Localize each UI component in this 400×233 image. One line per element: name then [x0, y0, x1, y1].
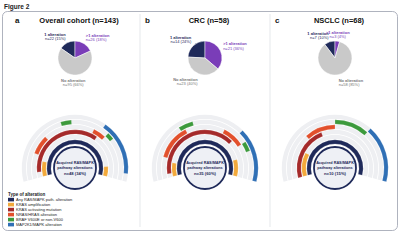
panel-title: NSCLC (n=68) [314, 16, 365, 25]
panel-letter: a [15, 16, 20, 25]
panel: bCRC (n=58)1 alterationn=14 (24%)>1 alte… [145, 16, 258, 189]
slice-value-label: n=22 (15%) [45, 36, 66, 41]
pie-slice [58, 48, 92, 75]
pie [318, 41, 352, 75]
center-title: pathway alterations [317, 166, 352, 170]
pie-slice [188, 57, 218, 75]
center-label: n=10 (15%) [324, 171, 347, 176]
legend: Type of alterationAny RAS/MAPK path. alt… [8, 192, 72, 227]
legend-swatch [8, 203, 14, 207]
center-title: Acquired RAS/MAPK [56, 161, 94, 165]
center-label: n=35 (60%) [194, 171, 217, 176]
center-disk [54, 147, 96, 189]
oncoprint: Acquired RAS/MAPKpathway alterationsn=48… [22, 115, 128, 189]
legend-swatch [8, 223, 14, 227]
figure: Figure 2aOverall cohort (n=143)1 alterat… [0, 0, 400, 233]
figure-title: Figure 2 [4, 3, 30, 11]
alteration-segment [172, 163, 177, 177]
center-title: pathway alterations [187, 166, 222, 170]
pie [58, 41, 92, 75]
slice-value-label: n=26 (18%) [86, 37, 107, 42]
alteration-segment [103, 124, 128, 173]
alteration-segment [103, 167, 108, 177]
alteration-segment [233, 159, 238, 176]
slice-value-label: n=14 (24%) [170, 39, 191, 44]
slice-value-label: n=58 (85%) [339, 82, 360, 87]
oncoprint: Acquired RAS/MAPKpathway alterationsn=35… [152, 115, 258, 189]
pie-slice [318, 42, 352, 75]
legend-swatch [8, 198, 14, 202]
legend-swatch [8, 218, 14, 222]
panel-title: Overall cohort (n=143) [39, 16, 119, 25]
legend-swatch [8, 213, 14, 217]
center-disk [314, 147, 356, 189]
alteration-segment [42, 162, 47, 177]
alteration-segment [368, 128, 388, 181]
pie [188, 41, 222, 75]
alteration-segment [240, 130, 259, 181]
alteration-segment [335, 120, 367, 136]
slice-value-label: n=7 (10%) [310, 35, 329, 40]
legend-label: MAP2K1/MAPK alteration [16, 222, 62, 227]
frame [3, 12, 398, 231]
slice-value-label: n=95 (66%) [63, 82, 84, 87]
panel-separator [270, 14, 271, 227]
oncoprint: Acquired RAS/MAPKpathway alterationsn=10… [282, 115, 388, 189]
slice-value-label: n=21 (36%) [223, 46, 244, 51]
center-title: Acquired RAS/MAPK [316, 161, 354, 165]
panel-letter: c [275, 16, 280, 25]
panel: aOverall cohort (n=143)1 alterationn=22 … [15, 16, 128, 189]
center-disk [184, 147, 226, 189]
panel-letter: b [145, 16, 150, 25]
slice-value-label: n=3 (4%) [330, 34, 347, 39]
center-label: n=48 (34%) [64, 171, 87, 176]
legend-swatch [8, 208, 14, 212]
alteration-segment [61, 120, 72, 126]
center-title: pathway alterations [57, 166, 92, 170]
slice-value-label: n=23 (40%) [177, 81, 198, 86]
center-title: Acquired RAS/MAPK [186, 161, 224, 165]
panel: cNSCLC (n=68)1 alterationn=7 (10%)>1 alt… [275, 16, 388, 189]
panel-separator [140, 14, 141, 227]
panel-title: CRC (n=58) [189, 16, 230, 25]
